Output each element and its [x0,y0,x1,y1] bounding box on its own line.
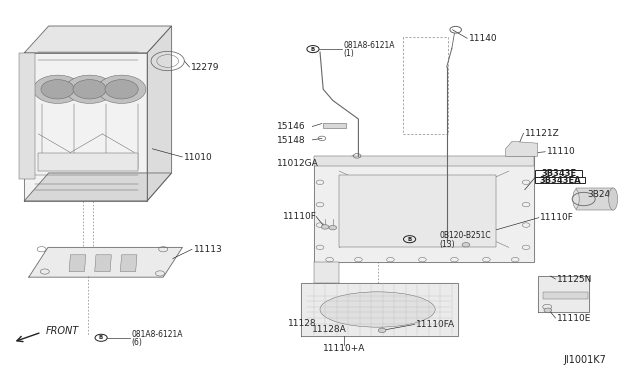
Text: 12279: 12279 [191,63,220,72]
Circle shape [462,243,470,247]
Text: B: B [99,335,103,340]
Polygon shape [120,255,137,272]
Circle shape [97,75,146,103]
Text: 11012GA: 11012GA [276,159,318,168]
Polygon shape [538,276,589,312]
Text: 15146: 15146 [276,122,305,131]
Text: 11110: 11110 [547,147,575,156]
Text: (1): (1) [343,49,354,58]
Text: 081A8-6121A: 081A8-6121A [343,41,394,50]
Polygon shape [24,26,172,53]
Text: 11140: 11140 [469,34,498,43]
Circle shape [33,75,82,103]
FancyBboxPatch shape [535,177,585,183]
FancyBboxPatch shape [535,170,582,177]
Polygon shape [543,292,588,299]
Polygon shape [69,255,86,272]
Text: 0B120-B251C: 0B120-B251C [440,231,492,240]
Polygon shape [314,156,534,166]
Polygon shape [29,247,182,277]
Polygon shape [314,156,534,262]
Polygon shape [506,141,538,156]
Text: 11110F: 11110F [540,213,574,222]
Text: 15148: 15148 [276,136,305,145]
Polygon shape [339,175,496,247]
Polygon shape [323,123,346,128]
Text: 3B242: 3B242 [588,190,616,199]
Circle shape [329,225,337,230]
Circle shape [105,80,138,99]
Text: FRONT: FRONT [46,326,79,336]
Text: 11110FA: 11110FA [416,320,455,329]
Polygon shape [314,262,339,283]
Text: (13): (13) [440,240,455,248]
Text: 11110F: 11110F [283,212,317,221]
Polygon shape [147,26,172,201]
Text: 11128A: 11128A [312,326,346,334]
Text: 11110E: 11110E [557,314,591,323]
Text: B: B [408,237,412,242]
Text: 11121Z: 11121Z [525,129,559,138]
Circle shape [544,308,552,312]
Ellipse shape [573,190,579,208]
Circle shape [41,80,74,99]
Text: JI1001K7: JI1001K7 [563,355,606,365]
Polygon shape [95,255,111,272]
Circle shape [378,328,386,333]
Polygon shape [38,153,138,171]
Text: 3B343EA: 3B343EA [539,176,581,185]
Polygon shape [19,53,35,179]
Text: 11113: 11113 [194,245,223,254]
Text: 11125N: 11125N [557,275,592,284]
Ellipse shape [609,188,618,210]
Text: 081A8-6121A: 081A8-6121A [131,330,182,339]
Text: (6): (6) [131,338,142,347]
Polygon shape [301,283,458,336]
Text: 3B343E: 3B343E [541,169,576,178]
Polygon shape [576,188,613,210]
Text: 11010: 11010 [184,153,213,162]
Polygon shape [24,173,172,201]
Circle shape [65,75,114,103]
Text: 11110+A: 11110+A [323,344,365,353]
Circle shape [73,80,106,99]
Circle shape [321,225,329,229]
Ellipse shape [320,292,435,327]
Text: 11128: 11128 [288,319,317,328]
Text: B: B [311,46,315,52]
Polygon shape [24,53,147,201]
